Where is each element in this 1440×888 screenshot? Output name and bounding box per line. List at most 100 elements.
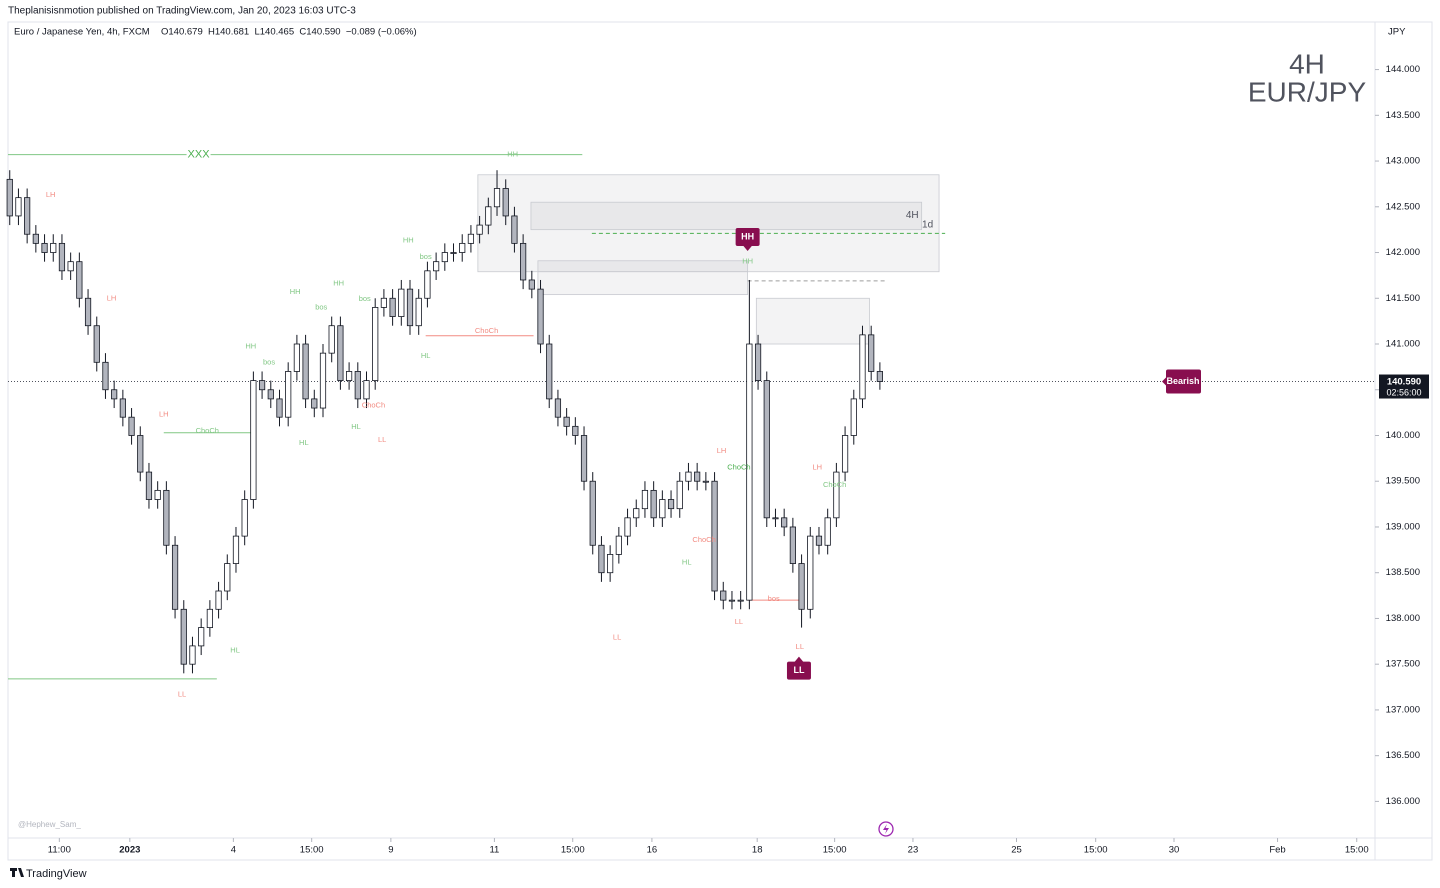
candle-body (467, 233, 475, 244)
published-line: Theplanisisnmotion published on TradingV… (8, 6, 356, 17)
x-tick-label: 15:00 (300, 845, 324, 856)
candle-body (537, 288, 544, 345)
structure-label: LH (717, 446, 727, 455)
candle-body (520, 242, 527, 281)
candle-body (58, 242, 66, 272)
candle-body (824, 517, 831, 546)
x-tick-label: 15:00 (561, 845, 585, 856)
watermark-symbol: EUR/JPY (1248, 76, 1367, 107)
candle-body (102, 361, 109, 391)
structure-label: bos (420, 252, 432, 261)
candle-body (546, 343, 553, 400)
candle-body (789, 526, 796, 564)
structure-label: LH (107, 293, 117, 302)
zone-box (530, 201, 923, 231)
candle-body (363, 380, 370, 400)
candle-body (206, 608, 213, 628)
candle-body (754, 343, 762, 382)
footer-brand[interactable]: TradingView (26, 868, 87, 880)
x-tick-label: 15:00 (1084, 845, 1108, 856)
candle-body (798, 563, 805, 610)
y-tick-label: 139.500 (1386, 476, 1420, 487)
candle-body (154, 489, 161, 500)
pivot-badge: HH (735, 227, 760, 251)
candle-body (24, 197, 31, 235)
y-tick-label: 140.000 (1386, 430, 1420, 441)
countdown: 02:56:00 (1386, 387, 1421, 397)
candle-body (694, 471, 701, 482)
alert-icon[interactable] (878, 821, 894, 837)
candle-body (589, 480, 596, 546)
structure-label: LL (735, 617, 743, 626)
y-tick-label: 138.000 (1386, 613, 1420, 624)
candle-body (702, 480, 709, 483)
zone-label: 4H (906, 210, 919, 221)
candle-body (372, 307, 379, 382)
structure-label: XXX (188, 149, 211, 161)
structure-label: HL (421, 351, 431, 360)
candle-body (720, 590, 727, 601)
candle-body (815, 535, 823, 546)
last-price-tag (1379, 374, 1429, 399)
candle-body (580, 435, 588, 482)
candle-body (685, 471, 692, 482)
x-tick-label: 25 (1011, 845, 1022, 856)
chart-frame (7, 21, 1433, 861)
candle-body (737, 599, 744, 602)
x-tick-label: 18 (752, 845, 763, 856)
candle-body (32, 233, 39, 244)
structure-label: LL (613, 633, 621, 642)
candle-body (67, 261, 74, 272)
currency: JPY (1388, 27, 1406, 38)
y-tick-label: 137.500 (1386, 659, 1420, 670)
y-tick-label: 144.000 (1386, 64, 1420, 75)
structure-label: HH (290, 287, 301, 296)
candle-body (93, 325, 100, 363)
candle-body (198, 627, 205, 647)
x-tick-label: 30 (1169, 845, 1180, 856)
y-tick-label: 141.000 (1386, 339, 1420, 350)
candle-body (607, 554, 614, 574)
candle-body (641, 489, 649, 510)
x-tick-label: 15:00 (1345, 845, 1369, 856)
badge-body (735, 227, 760, 246)
candle-body (511, 215, 518, 244)
candle-body (485, 206, 492, 226)
x-tick-label: 23 (908, 845, 919, 856)
x-tick-label: 11 (489, 845, 499, 856)
candle-body (746, 343, 753, 601)
y-tick-label: 136.500 (1386, 750, 1420, 761)
candle-body (563, 416, 570, 427)
candle-body (189, 645, 196, 665)
candle-body (572, 425, 579, 436)
tv-logo[interactable] (10, 868, 24, 877)
badge-pointer (742, 244, 753, 251)
candle-body (285, 371, 292, 418)
structure-label: HL (351, 422, 361, 431)
x-tick-label: 16 (647, 845, 658, 856)
candle-body (380, 297, 388, 308)
candle-body (781, 517, 788, 528)
structure-label: HH (333, 279, 344, 288)
x-tick-label: 4 (231, 845, 236, 856)
structure-label: ChoCh (727, 462, 750, 471)
structure-label: LL (796, 642, 804, 651)
y-tick-label: 143.000 (1386, 156, 1420, 167)
y-tick-label: 137.000 (1386, 704, 1420, 715)
candle-body (302, 343, 309, 400)
structure-label: ChoCh (692, 535, 715, 544)
candle-body (137, 435, 144, 473)
signature: @Hephew_Sam_ (18, 820, 81, 829)
candle-body (859, 334, 866, 400)
candle-body (424, 270, 431, 299)
structure-label: HH (742, 257, 753, 266)
structure-label: bos (768, 594, 780, 603)
candle-body (763, 380, 770, 519)
candle-body (111, 389, 118, 400)
candle-body (76, 261, 83, 299)
candle-body (354, 371, 361, 400)
candle-body (433, 261, 440, 272)
signal-text: Bearish (1166, 376, 1199, 386)
candle-body (615, 535, 622, 555)
candle-body (6, 178, 13, 217)
